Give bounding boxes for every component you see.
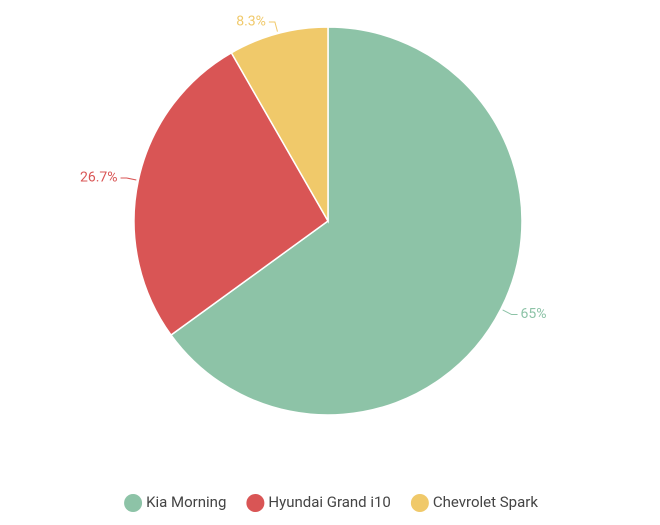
legend-marker xyxy=(410,494,429,512)
legend-label: Kia Morning xyxy=(146,493,226,511)
pie-slice xyxy=(170,26,523,416)
leader-line xyxy=(120,177,137,181)
legend-marker xyxy=(124,494,143,512)
slice-label: 8.3% xyxy=(236,14,266,30)
legend-label: Hyundai Grand i10 xyxy=(268,493,390,511)
legend-label: Chevrolet Spark xyxy=(433,493,538,511)
legend-marker xyxy=(246,494,265,512)
slice-label: 65% xyxy=(521,306,547,322)
leader-line xyxy=(268,21,278,32)
pie-slice xyxy=(230,26,329,224)
slice-label: 26.7% xyxy=(80,170,118,186)
pie-slice xyxy=(133,51,329,337)
leader-line xyxy=(502,309,518,316)
